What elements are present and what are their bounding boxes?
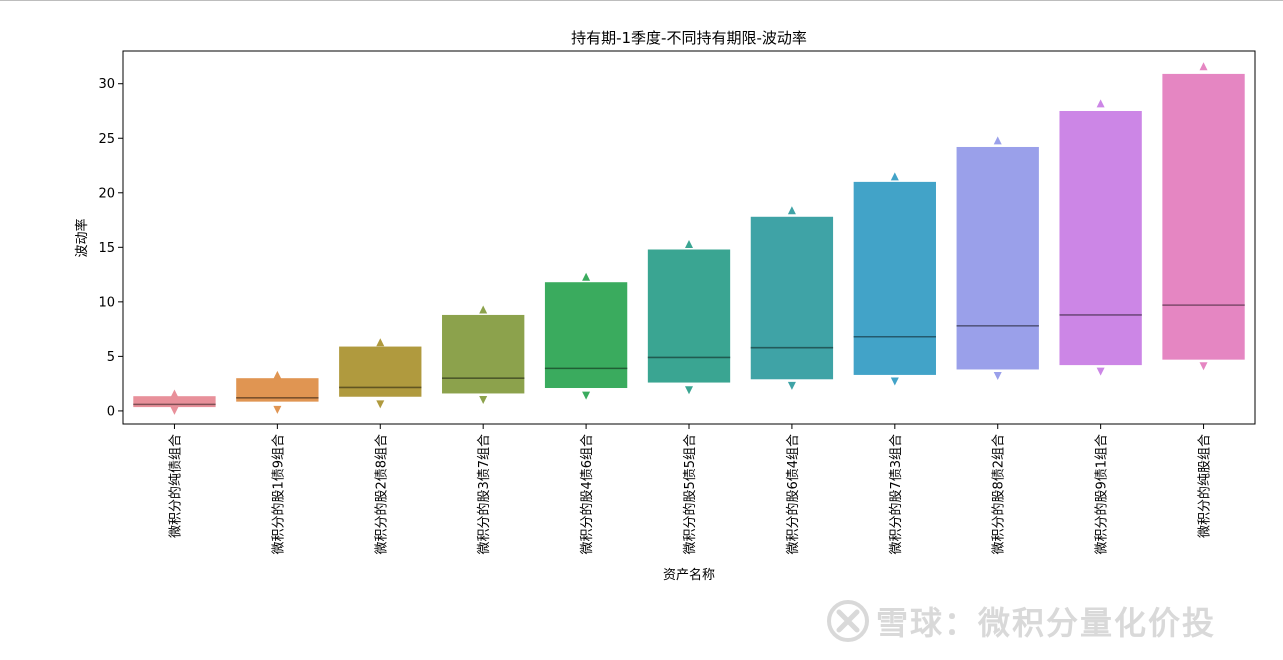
outlier-marker-high — [890, 172, 899, 181]
boxen-box — [442, 314, 525, 394]
x-tick-label: 微积分的股7债3组合 — [888, 434, 904, 555]
y-tick-label: 20 — [98, 186, 115, 201]
outlier-marker-high — [787, 206, 796, 215]
y-tick-label: 10 — [98, 295, 115, 310]
outlier-marker-low — [479, 396, 488, 405]
y-tick-label: 25 — [98, 132, 115, 147]
boxen-group — [236, 370, 319, 414]
boxen-box — [647, 249, 731, 383]
outlier-marker-low — [1096, 367, 1105, 376]
x-tick-label: 微积分的股1债9组合 — [270, 434, 286, 555]
x-tick-label: 微积分的股5债5组合 — [682, 434, 698, 555]
x-tick-label: 微积分的股2债8组合 — [373, 434, 389, 555]
boxen-group — [133, 389, 216, 415]
xueqiu-logo-icon — [827, 600, 869, 642]
y-tick-label: 0 — [107, 404, 115, 419]
boxen-box — [956, 146, 1039, 370]
x-tick-label: 微积分的纯股组合 — [1197, 434, 1213, 538]
outlier-marker-low — [273, 405, 282, 414]
boxen-box — [1162, 73, 1245, 360]
outlier-marker-high — [376, 338, 385, 347]
boxen-box — [544, 282, 628, 389]
outlier-marker-low — [993, 372, 1002, 381]
outlier-marker-low — [1199, 362, 1208, 371]
boxen-group — [544, 272, 628, 400]
x-tick-label: 微积分的股3债7组合 — [476, 434, 492, 555]
outlier-marker-high — [993, 136, 1002, 145]
y-axis-label: 波动率 — [74, 218, 90, 257]
x-axis-label: 资产名称 — [663, 567, 715, 583]
boxen-group — [750, 206, 834, 390]
boxen-group — [442, 305, 525, 405]
boxen-box — [853, 181, 936, 375]
boxen-group — [647, 240, 731, 395]
y-tick-label: 15 — [98, 241, 115, 256]
boxen-group — [1162, 62, 1245, 371]
x-tick-label: 微积分的股9债1组合 — [1094, 434, 1110, 555]
outlier-marker-high — [1199, 62, 1208, 71]
y-tick-label: 5 — [107, 350, 115, 365]
boxen-box — [750, 216, 834, 380]
x-tick-label: 微积分的股6债4组合 — [785, 434, 801, 555]
boxen-group — [956, 136, 1039, 381]
chart-title: 持有期-1季度-不同持有期限-波动率 — [571, 29, 807, 47]
outlier-marker-low — [685, 386, 693, 395]
x-tick-label: 微积分的纯债组合 — [167, 434, 183, 538]
outlier-marker-high — [170, 389, 179, 398]
boxen-box — [1059, 110, 1142, 366]
outlier-marker-high — [685, 240, 693, 249]
outlier-marker-low — [376, 400, 385, 409]
x-tick-label: 微积分的股8债2组合 — [991, 434, 1007, 555]
watermark-text: 雪球：微积分量化价投 — [876, 604, 1217, 642]
boxen-group — [339, 338, 422, 409]
x-tick-label: 微积分的股4债6组合 — [579, 434, 595, 555]
outlier-marker-low — [890, 377, 899, 386]
watermark: 雪球：微积分量化价投 — [826, 598, 1216, 644]
outlier-marker-low — [787, 381, 796, 390]
window-top-border — [0, 0, 1283, 1]
boxen-group — [1059, 99, 1142, 376]
outlier-marker-high — [273, 370, 282, 379]
y-tick-label: 30 — [98, 77, 115, 92]
boxen-box — [339, 346, 422, 397]
outlier-marker-low — [582, 391, 591, 400]
outlier-marker-high — [479, 305, 488, 314]
outlier-marker-high — [582, 272, 591, 281]
boxen-box — [133, 396, 216, 408]
axis-layer: 0 5 10 15 20 25 30 微积分的纯债组合 微积分的股1债9组合 微积分的股2债8组合… — [98, 77, 1212, 554]
boxen-box — [236, 378, 319, 402]
plot-layer — [133, 62, 1245, 415]
outlier-marker-high — [1096, 99, 1105, 108]
boxen-group — [853, 172, 936, 386]
outlier-marker-low — [170, 406, 179, 415]
